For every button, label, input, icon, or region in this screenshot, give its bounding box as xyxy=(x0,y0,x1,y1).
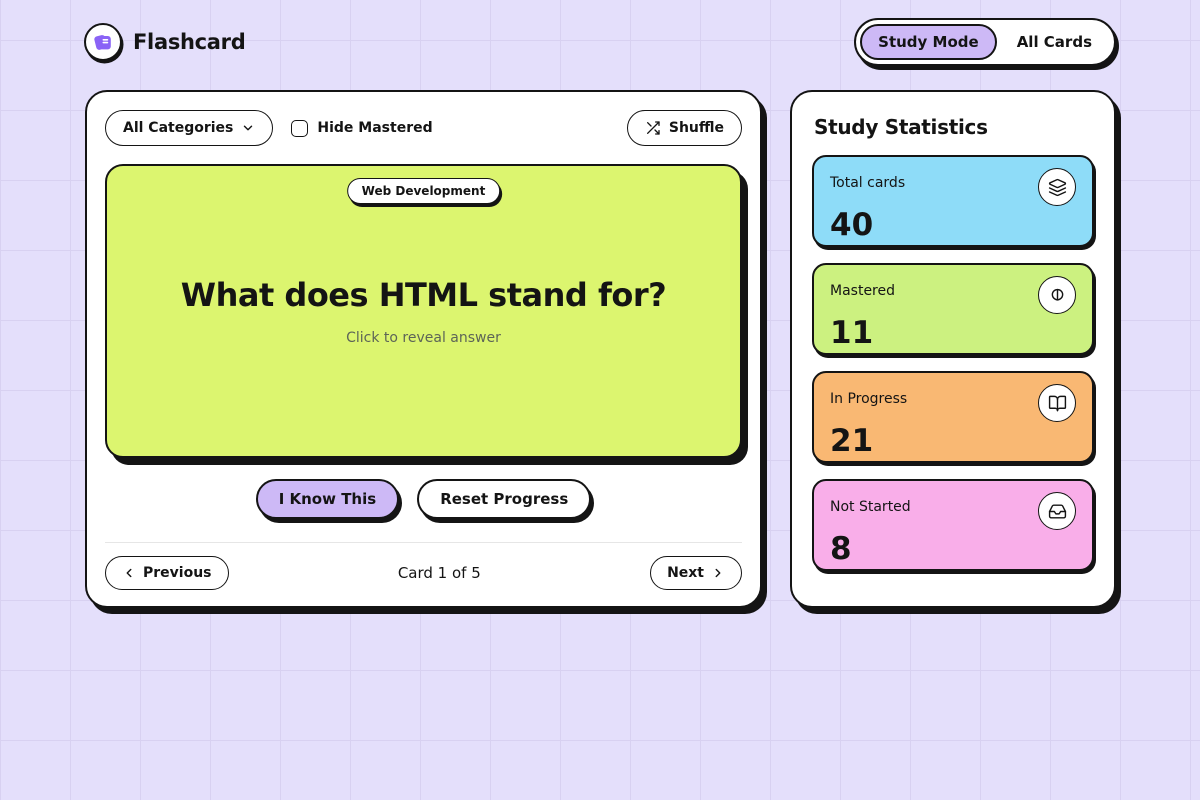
toolbar-left: All Categories Hide Mastered xyxy=(105,110,433,146)
chevron-right-icon xyxy=(711,566,725,580)
layers-icon xyxy=(1038,168,1076,206)
mode-toggle: Study Mode All Cards xyxy=(854,18,1116,66)
card-navigation: Previous Card 1 of 5 Next xyxy=(105,543,742,590)
tab-study-mode[interactable]: Study Mode xyxy=(860,24,997,60)
book-open-icon xyxy=(1038,384,1076,422)
shuffle-label: Shuffle xyxy=(668,120,724,136)
category-filter-dropdown[interactable]: All Categories xyxy=(105,110,274,146)
stat-card-in-progress: In Progress 21 xyxy=(812,371,1094,463)
stat-label: Mastered xyxy=(830,283,896,299)
hide-mastered-checkbox[interactable] xyxy=(291,119,309,137)
previous-button[interactable]: Previous xyxy=(105,556,229,590)
hide-mastered-label: Hide Mastered xyxy=(317,120,433,136)
stat-card-mastered: Mastered 11 xyxy=(812,263,1094,355)
hide-mastered-toggle[interactable]: Hide Mastered xyxy=(291,119,433,137)
stat-value: 21 xyxy=(830,423,874,459)
next-label: Next xyxy=(667,565,704,581)
stats-title: Study Statistics xyxy=(814,115,988,139)
divider xyxy=(105,542,742,543)
chevron-down-icon xyxy=(241,121,255,135)
stat-card-not-started: Not Started 8 xyxy=(812,479,1094,571)
chevron-left-icon xyxy=(122,566,136,580)
stat-label: In Progress xyxy=(830,391,908,407)
previous-label: Previous xyxy=(143,565,212,581)
study-panel: All Categories Hide Mastered Shuffle xyxy=(85,90,762,608)
category-filter-label: All Categories xyxy=(123,120,234,136)
brain-icon xyxy=(1038,276,1076,314)
flashcard-question: What does HTML stand for? xyxy=(180,276,667,315)
reset-progress-button[interactable]: Reset Progress xyxy=(417,479,592,519)
card-counter: Card 1 of 5 xyxy=(397,564,481,582)
toolbar: All Categories Hide Mastered Shuffle xyxy=(105,110,742,146)
stat-value: 8 xyxy=(830,531,852,567)
header: Flashcard Study Mode All Cards xyxy=(0,0,1200,84)
stat-label: Total cards xyxy=(830,175,906,191)
tab-all-cards[interactable]: All Cards xyxy=(999,24,1110,60)
shuffle-icon xyxy=(645,120,661,136)
inbox-icon xyxy=(1038,492,1076,530)
i-know-this-button[interactable]: I Know This xyxy=(255,479,400,519)
flashcard-hint: Click to reveal answer xyxy=(346,329,501,346)
flashcard[interactable]: Web Development What does HTML stand for… xyxy=(105,164,742,458)
card-actions: I Know This Reset Progress xyxy=(105,479,742,519)
stat-value: 40 xyxy=(830,207,874,243)
stats-panel: Study Statistics Total cards 40 Mastered xyxy=(790,90,1116,608)
shuffle-button[interactable]: Shuffle xyxy=(626,110,742,146)
stat-label: Not Started xyxy=(830,499,911,515)
app-logo: Flashcard xyxy=(84,23,246,61)
stat-card-total-cards: Total cards 40 xyxy=(812,155,1094,247)
app-title: Flashcard xyxy=(133,30,246,54)
category-badge: Web Development xyxy=(346,178,501,204)
flashcard-logo-icon xyxy=(84,23,122,61)
stat-value: 11 xyxy=(830,315,874,351)
next-button[interactable]: Next xyxy=(650,556,742,590)
